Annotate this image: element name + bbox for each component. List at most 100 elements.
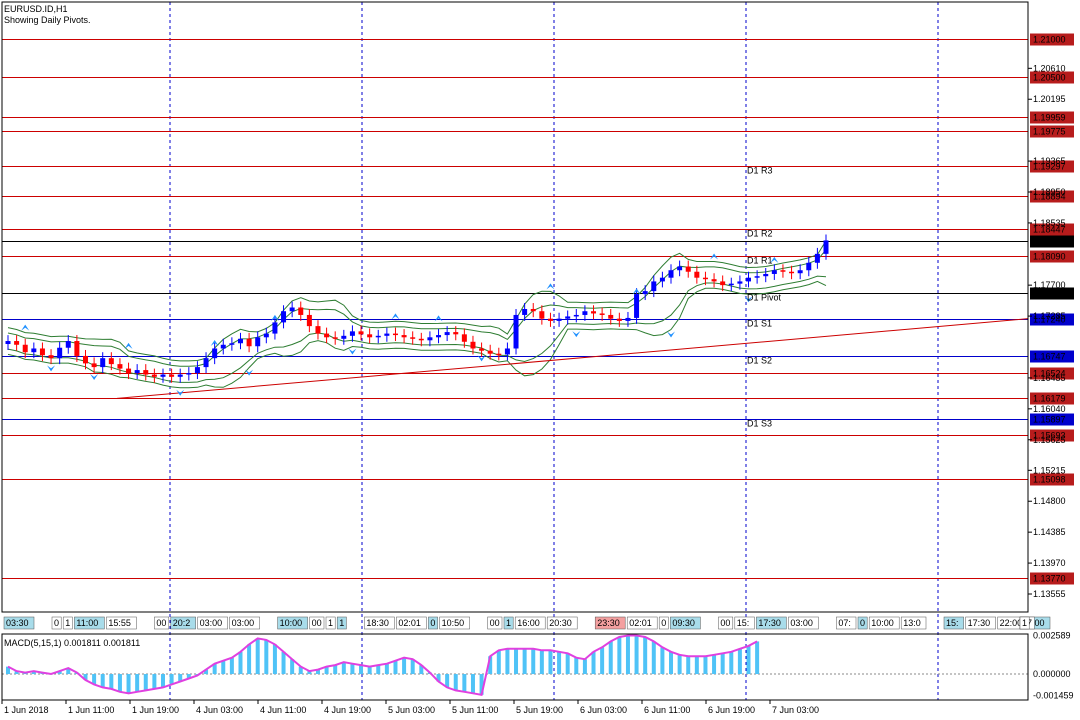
arrow-down-3 [245, 369, 254, 376]
candle-body-70 [608, 314, 614, 319]
macd-bar-59 [514, 648, 519, 675]
arrow-down-0 [47, 365, 56, 372]
macd-bar-82 [712, 654, 717, 675]
event-marker-text-38: 1 [1022, 618, 1027, 628]
macd-bar-6 [57, 671, 62, 675]
macd-bar-11 [100, 674, 105, 688]
price-tick-label-8: 1.16040 [1033, 404, 1066, 414]
candle-body-5 [48, 355, 54, 359]
macd-bar-74 [643, 636, 648, 675]
candle-body-60 [522, 308, 528, 315]
price-tag-0 [1030, 33, 1074, 46]
price-tick-label-4: 1.18535 [1033, 218, 1066, 228]
candle-body-7 [65, 341, 71, 348]
event-marker-text-11: 1 [328, 618, 333, 628]
event-marker-34 [965, 616, 996, 630]
macd-bar-28 [247, 644, 252, 675]
candle-body-59 [513, 314, 519, 349]
arrow-up-9 [770, 256, 779, 263]
candle-body-3 [31, 348, 37, 353]
event-marker-strip: 03:30 0 1 11:00 15:55 00 20:2 03:00 03:00 10:00 00… [3, 616, 1051, 630]
macd-bar-61 [531, 648, 536, 675]
price-tag-15 [1030, 429, 1074, 442]
macd-bar-45 [393, 660, 398, 675]
macd-bar-80 [694, 656, 699, 675]
macd-title: MACD(5,15,1) 0.001811 0.001811 [4, 638, 140, 648]
time-tick-label-6: 5 Jun 03:00 [388, 705, 435, 715]
price-tick-label-14: 1.13555 [1033, 589, 1066, 599]
macd-bar-68 [591, 651, 596, 675]
price-tag-text-0: 1.21000 [1033, 35, 1066, 45]
candle-body-89 [771, 270, 777, 274]
candle-body-19 [169, 374, 175, 377]
price-tag-text-13: 1.16179 [1033, 394, 1066, 404]
candle-body-58 [504, 348, 510, 355]
candle-body-28 [246, 338, 252, 347]
price-tag-text-6: 1.18447 [1033, 225, 1066, 235]
macd-bar-19 [169, 674, 174, 685]
macd-bar-75 [651, 641, 656, 675]
candle-body-9 [82, 355, 88, 364]
price-tag-text-17: 1.13770 [1033, 574, 1066, 584]
time-tick-label-9: 6 Jun 03:00 [580, 705, 627, 715]
candle-body-35 [306, 314, 312, 327]
candle-body-92 [797, 270, 803, 274]
event-marker-32 [900, 616, 927, 630]
level-labels: D1 R3 D1 R2 D1 R1 D1 Pivot D1 S1 D1 S2 D1 S3 [747, 166, 782, 429]
candle-body-76 [659, 277, 665, 282]
arrow-up-6 [546, 283, 555, 290]
candle-body-50 [436, 335, 442, 338]
macd-tick-label-1: 0.000000 [1033, 669, 1071, 679]
event-marker-33 [943, 616, 964, 630]
macd-bar-70 [608, 641, 613, 675]
macd-bar-27 [238, 651, 243, 675]
event-marker-29 [836, 616, 857, 630]
level-label-9: D1 Pivot [747, 293, 782, 303]
price-tag-text-10: 1.17240 [1033, 315, 1066, 325]
price-tag-3 [1030, 125, 1074, 138]
event-marker-text-4: 15:55 [108, 618, 131, 628]
arrow-up-8 [710, 253, 719, 260]
macd-bar-9 [83, 674, 88, 680]
price-axis: 1.21000 1.20500 1.19959 1.19775 1.19297 1.188… [1028, 33, 1074, 599]
macd-bar-53 [462, 674, 467, 692]
price-tag-text-1: 1.20500 [1033, 73, 1066, 83]
price-tick-label-6: 1.17285 [1033, 311, 1066, 321]
trendline-line [116, 318, 1029, 399]
candle-body-75 [651, 281, 657, 292]
candle-body-27 [237, 338, 243, 344]
macd-bar-56 [488, 656, 493, 675]
event-marker-30 [857, 616, 868, 630]
event-marker-text-32: 13:0 [903, 618, 921, 628]
event-marker-25 [718, 616, 734, 630]
candle-body-56 [487, 350, 493, 354]
price-tick-label-10: 1.15215 [1033, 465, 1066, 475]
macd-bar-79 [686, 656, 691, 675]
event-marker-text-6: 20:2 [173, 618, 191, 628]
macd-bar-83 [720, 653, 725, 675]
macd-bar-48 [419, 665, 424, 675]
event-marker-text-18: 1 [506, 618, 511, 628]
event-marker-11 [325, 616, 336, 630]
candle-body-44 [384, 333, 390, 336]
level-label-4: D1 R3 [747, 166, 773, 176]
candle-body-81 [702, 277, 708, 280]
candle-body-30 [263, 333, 269, 338]
candle-body-4 [39, 348, 45, 356]
macd-bar-44 [384, 663, 389, 675]
main-panel-frame [1, 1, 1029, 613]
macd-bar-58 [505, 648, 510, 675]
candle-body-1 [14, 341, 20, 345]
candle-body-8 [74, 341, 80, 356]
price-tag-4 [1030, 160, 1074, 173]
candle-body-2 [22, 344, 28, 353]
event-marker-10 [309, 616, 325, 630]
candle-body-83 [720, 281, 726, 286]
event-marker-27 [756, 616, 787, 630]
macd-bar-57 [496, 650, 501, 675]
candle-body-63 [547, 318, 553, 321]
macd-bar-36 [315, 669, 320, 675]
event-marker-6 [170, 616, 196, 630]
event-marker-text-24: 09:30 [672, 618, 695, 628]
candle-body-43 [375, 335, 381, 338]
